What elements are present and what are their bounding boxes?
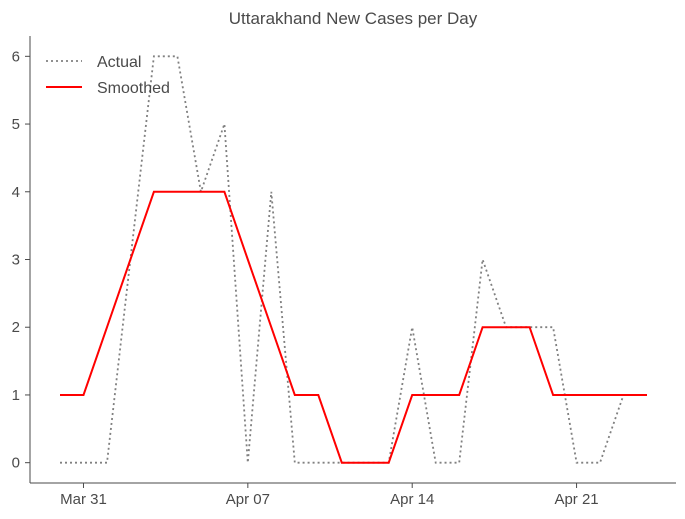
y-tick-label: 1 xyxy=(12,387,20,404)
y-tick-label: 3 xyxy=(12,252,20,269)
smoothed-series-line xyxy=(60,190,647,464)
legend-label: Smoothed xyxy=(97,80,170,97)
y-tick-label: 0 xyxy=(12,455,20,472)
actual-series-line xyxy=(60,55,647,464)
x-tick-label: Mar 31 xyxy=(60,491,107,508)
chart-title: Uttarakhand New Cases per Day xyxy=(229,9,478,28)
legend-label: Actual xyxy=(97,54,141,71)
x-tick-label: Apr 14 xyxy=(390,491,434,508)
y-tick-label: 6 xyxy=(12,48,20,65)
y-tick-label: 5 xyxy=(12,116,20,133)
y-tick-label: 4 xyxy=(12,184,20,201)
axes: 0 1 2 3 4 5 6 Mar 31 Apr 07 Apr 14 Apr 21 xyxy=(12,36,676,508)
x-tick-label: Apr 21 xyxy=(554,491,598,508)
x-tick-label: Apr 07 xyxy=(226,491,270,508)
series-layer xyxy=(60,55,647,464)
legend: Actual Smoothed xyxy=(46,54,170,97)
y-tick-label: 2 xyxy=(12,319,20,336)
